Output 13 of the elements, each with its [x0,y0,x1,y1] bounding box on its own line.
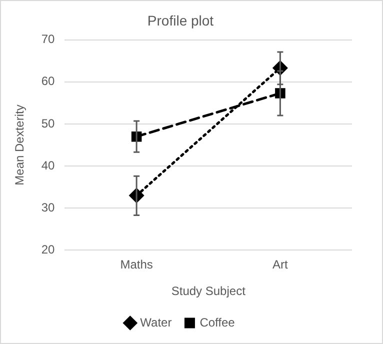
x-axis-title: Study Subject [171,284,246,298]
y-axis-title: Mean Dexterity [12,104,27,186]
y-tick-label: 30 [41,200,56,214]
y-tick-label: 20 [41,242,56,257]
y-tick-label: 50 [41,116,56,130]
x-tick-label: Maths [120,258,153,272]
legend-label: Coffee [200,315,236,330]
y-tick-label: 40 [41,158,56,172]
y-tick-label: 60 [41,74,56,88]
chart-title: Profile plot [147,12,214,28]
x-tick-label: Art [272,258,289,272]
y-tick-label: 70 [41,32,56,46]
legend-label: Water [140,315,172,330]
